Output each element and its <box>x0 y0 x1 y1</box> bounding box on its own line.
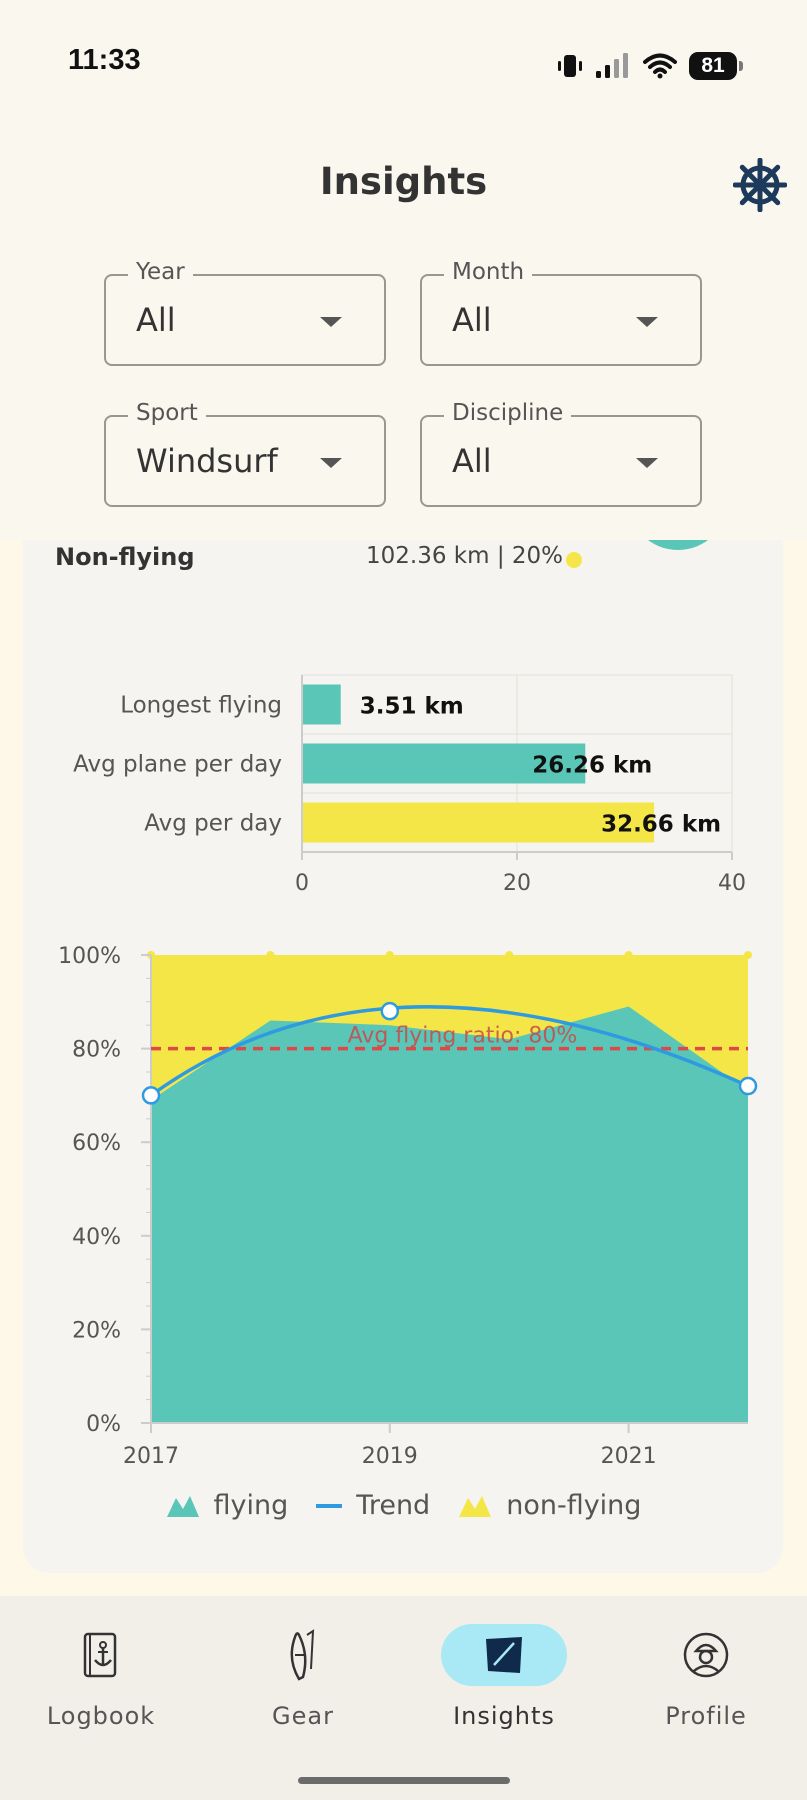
nav-label: Logbook <box>46 1702 156 1730</box>
signal-icon <box>596 53 628 78</box>
bar <box>303 684 341 725</box>
x-tick-label: 2021 <box>601 1444 657 1469</box>
distance-bar-chart: 0 20 40 Longest flying 3.51 km Avg plane per … <box>73 674 746 896</box>
logbook-icon <box>83 1632 117 1678</box>
month-select-label: Month <box>444 259 533 285</box>
vibrate-icon <box>558 55 582 77</box>
area-flying <box>151 1006 748 1423</box>
bar <box>303 743 586 784</box>
nav-item-gear[interactable]: Gear <box>202 1624 404 1730</box>
status-time: 11:33 <box>68 44 141 76</box>
data-point-nonflying <box>744 951 752 959</box>
x-tick-label: 2019 <box>362 1444 418 1469</box>
nav-item-insights[interactable]: Insights <box>403 1624 605 1730</box>
discipline-select-label: Discipline <box>444 400 572 426</box>
y-tick-label: 20% <box>72 1318 121 1343</box>
x-tick-label: 2017 <box>123 1444 179 1469</box>
x-tick-label: 40 <box>718 871 746 896</box>
year-select-label: Year <box>128 259 193 285</box>
legend-item-flying[interactable]: flying <box>166 1490 289 1521</box>
helm-icon[interactable] <box>733 158 787 212</box>
discipline-select-value: All <box>452 442 492 480</box>
pie-chart-slice <box>628 540 728 550</box>
nonflying-label: Non-flying <box>55 543 195 571</box>
area-swatch-icon <box>166 1495 199 1517</box>
battery-indicator: 81 <box>689 52 743 80</box>
caret-down-icon <box>320 458 342 468</box>
category-label: Avg per day <box>144 811 282 837</box>
trend-point <box>380 1001 400 1021</box>
trend-line <box>149 1005 749 1097</box>
insights-icon <box>486 1637 522 1673</box>
sport-select-label: Sport <box>128 400 206 426</box>
bar-value-label: 32.66 km <box>601 812 721 838</box>
page-title: Insights <box>319 160 488 203</box>
data-point-nonflying <box>505 951 514 959</box>
caret-down-icon <box>320 317 342 327</box>
legend-label: Trend <box>356 1490 431 1521</box>
y-tick-label: 60% <box>72 1131 121 1156</box>
category-label: Avg plane per day <box>73 752 282 778</box>
data-point-nonflying <box>624 951 633 959</box>
trend-point <box>141 1086 161 1105</box>
discipline-select[interactable]: Discipline All <box>420 400 702 507</box>
nonflying-value: 102.36 km | 20% <box>366 543 564 569</box>
status-bar: 11:33 81 <box>0 0 807 130</box>
bottom-navigation: Logbook Gear Insights <box>0 1596 807 1800</box>
y-tick-label: 0% <box>86 1412 121 1437</box>
y-tick-label: 100% <box>58 944 121 969</box>
bar <box>303 802 655 843</box>
status-icons: 81 <box>557 46 743 86</box>
nav-label: Insights <box>453 1702 555 1730</box>
sport-select[interactable]: Sport Windsurf <box>104 400 386 507</box>
chart-legend: flying Trend non-flying <box>0 1490 807 1521</box>
bar-value-label: 26.26 km <box>532 753 652 779</box>
month-select-value: All <box>452 301 492 339</box>
x-tick-label: 0 <box>295 871 309 896</box>
caret-down-icon <box>636 317 658 327</box>
insights-header: Insights Year All Month All Sport Windsu… <box>0 130 807 540</box>
line-swatch-icon <box>316 1503 343 1508</box>
nav-label: Gear <box>272 1702 334 1730</box>
data-point-nonflying <box>266 951 275 959</box>
bar-value-label: 3.51 km <box>360 694 464 720</box>
y-tick-label: 80% <box>72 1038 121 1063</box>
y-tick-label: 40% <box>72 1225 121 1250</box>
flying-ratio-area-chart: 0% 20% 40% 60% 80% 100% 2017 2019 2021 Avg flying… <box>58 944 758 1469</box>
nav-item-logbook[interactable]: Logbook <box>0 1624 202 1730</box>
legend-item-trend[interactable]: Trend <box>316 1490 430 1521</box>
category-label: Longest flying <box>120 693 282 719</box>
legend-label: non-flying <box>506 1490 642 1521</box>
profile-icon <box>683 1632 729 1678</box>
year-select-value: All <box>136 301 176 339</box>
legend-label: flying <box>213 1490 289 1521</box>
area-swatch-icon <box>459 1495 492 1517</box>
legend-item-nonflying[interactable]: non-flying <box>458 1490 641 1521</box>
wifi-icon <box>643 53 677 79</box>
nav-label: Profile <box>665 1702 747 1730</box>
trend-point <box>738 1076 758 1096</box>
sport-select-value: Windsurf <box>136 442 278 480</box>
x-tick-label: 20 <box>503 871 531 896</box>
nav-item-profile[interactable]: Profile <box>605 1624 807 1730</box>
avg-reference-label: Avg flying ratio: 80% <box>348 1024 578 1049</box>
year-select[interactable]: Year All <box>104 259 386 366</box>
nonflying-color-dot <box>566 552 582 568</box>
caret-down-icon <box>636 458 658 468</box>
month-select[interactable]: Month All <box>420 259 702 366</box>
surfboard-icon <box>290 1629 315 1681</box>
data-point-nonflying <box>385 951 394 959</box>
home-indicator[interactable] <box>298 1777 510 1784</box>
